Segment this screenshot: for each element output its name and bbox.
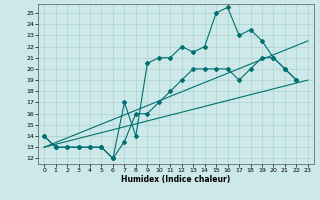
X-axis label: Humidex (Indice chaleur): Humidex (Indice chaleur): [121, 175, 231, 184]
